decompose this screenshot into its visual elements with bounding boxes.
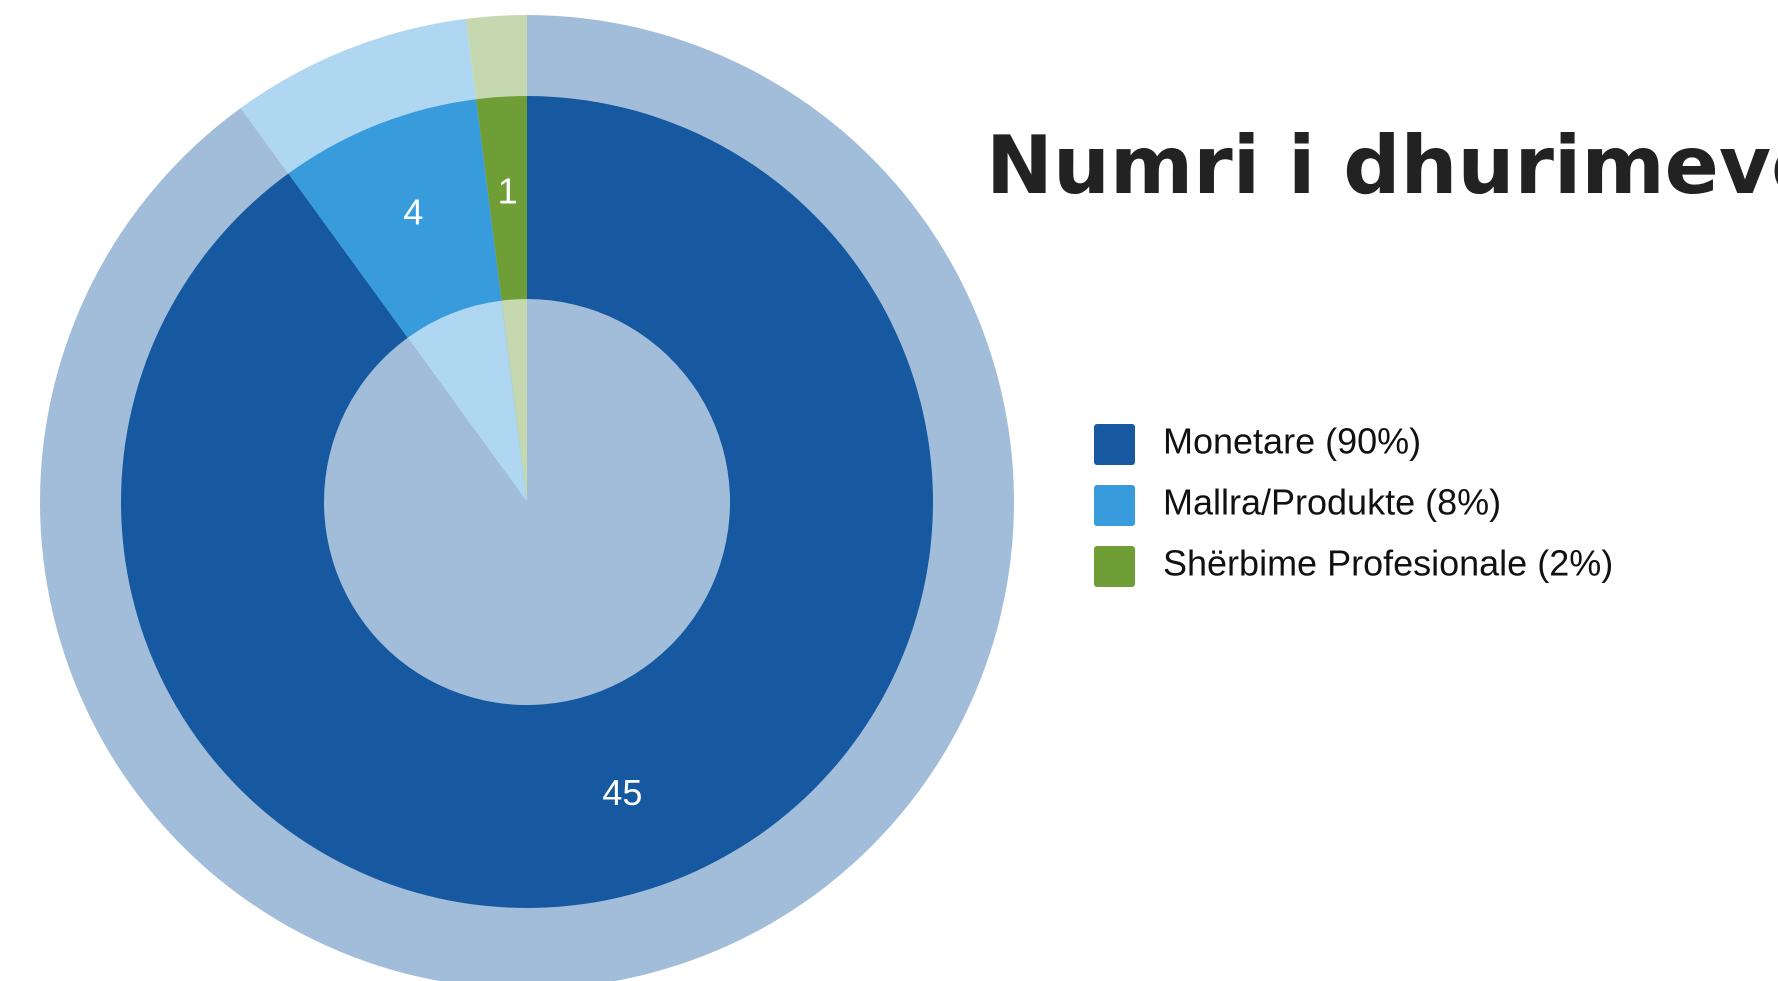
chart-title: Numri i dhurimeve — [986, 119, 1778, 212]
legend-swatch — [1094, 485, 1135, 526]
inner-slice — [407, 300, 527, 502]
value-label: 45 — [602, 772, 642, 813]
legend-swatch — [1094, 546, 1135, 587]
legend-label: Mallra/Produkte (8%) — [1163, 482, 1501, 523]
legend-label: Monetare (90%) — [1163, 421, 1421, 462]
inner-slice — [323, 299, 730, 706]
inner-slice — [501, 299, 527, 502]
value-label: 4 — [403, 192, 423, 233]
legend-label: Shërbime Profesionale (2%) — [1163, 543, 1613, 584]
legend-swatch — [1094, 424, 1135, 465]
value-label: 1 — [498, 171, 518, 212]
